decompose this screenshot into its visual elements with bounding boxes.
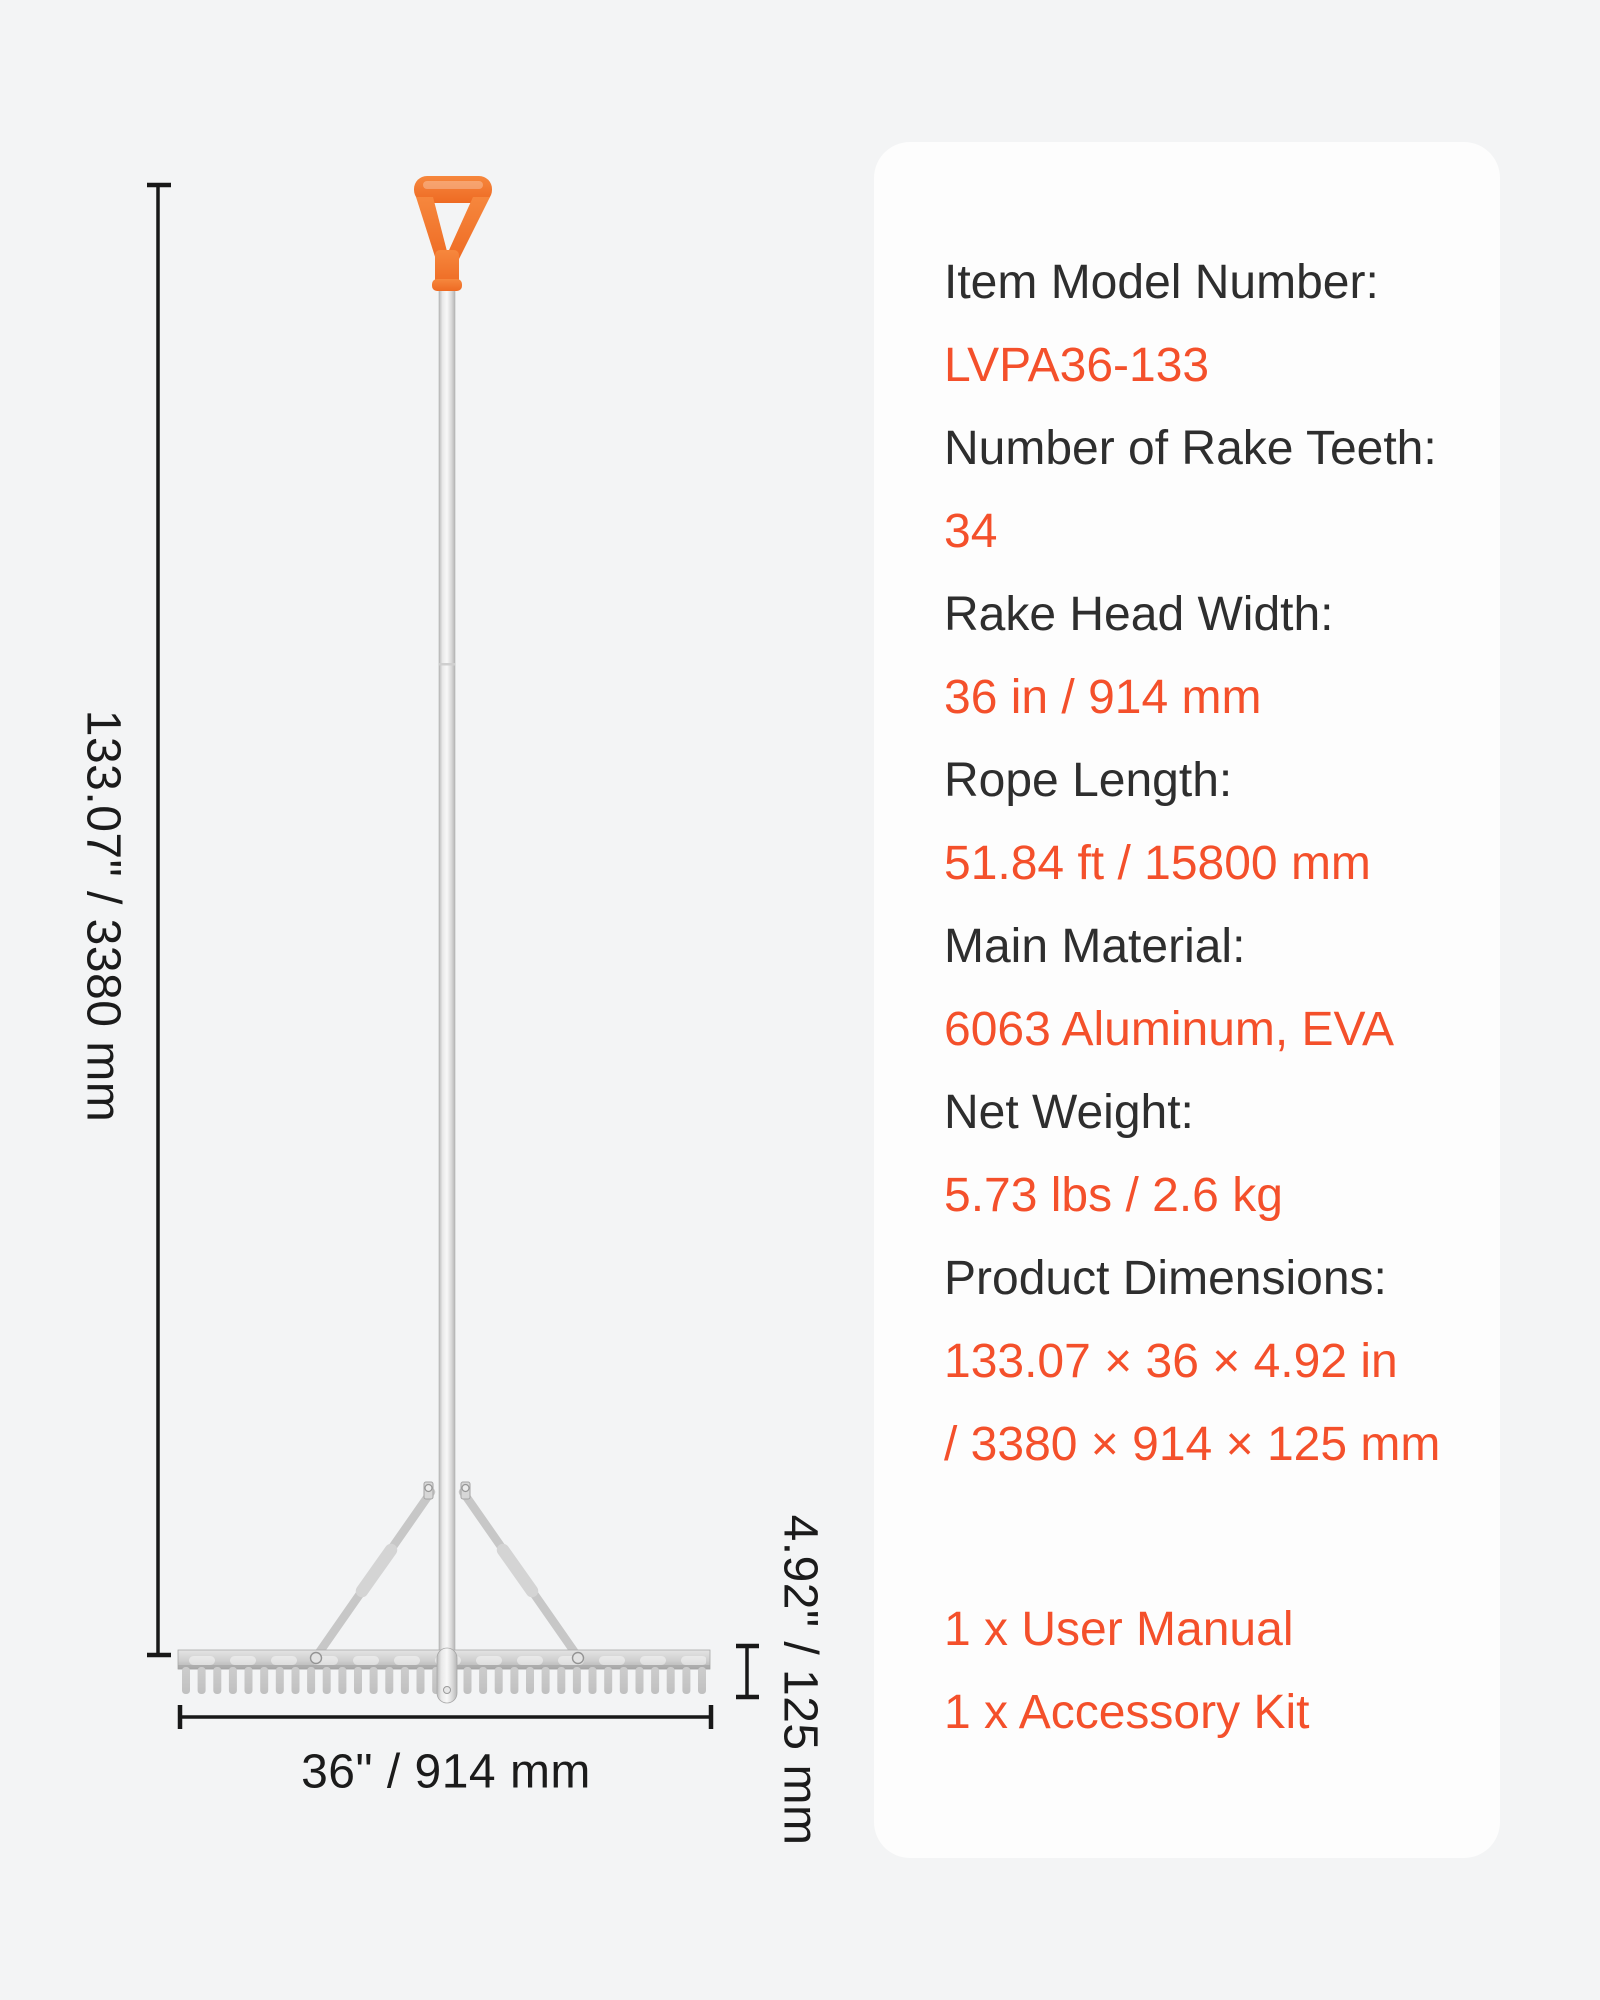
spec-value: 51.84 ft / 15800 mm: [944, 837, 1371, 890]
spec-label: Rake Head Width:: [944, 588, 1334, 641]
rake-tooth: [510, 1667, 519, 1694]
spec-label: Rope Length:: [944, 754, 1233, 807]
rake-tooth: [260, 1667, 269, 1694]
spec-value: 34: [944, 505, 998, 558]
spec-value: / 3380 × 914 × 125 mm: [944, 1418, 1441, 1471]
spec-row-head-width: Rake Head Width: 36 in / 914 mm: [944, 573, 1460, 739]
package-includes-list: 1 x User Manual 1 x Accessory Kit: [944, 1588, 1460, 1754]
width-dimension-label: 36" / 914 mm: [301, 1745, 591, 1799]
spec-row-teeth: Number of Rake Teeth: 34: [944, 407, 1460, 573]
spec-label: Item Model Number:: [944, 256, 1379, 309]
spec-label: Number of Rake Teeth:: [944, 422, 1437, 475]
spec-label: Net Weight:: [944, 1086, 1194, 1139]
pole-joint-seam: [439, 663, 455, 666]
height-dimension-line: [147, 182, 171, 1658]
width-dimension-line: [177, 1705, 714, 1729]
spec-label: Main Material:: [944, 920, 1246, 973]
brace-screw-left: [309, 1651, 323, 1665]
rake-tooth: [494, 1667, 503, 1694]
include-item-user-manual: 1 x User Manual: [944, 1603, 1294, 1656]
rake-tooth: [291, 1667, 300, 1694]
spec-row-model: Item Model Number: LVPA36-133: [944, 241, 1460, 407]
spec-row-rope-length: Rope Length: 51.84 ft / 15800 mm: [944, 739, 1460, 905]
head-height-dimension-label: 4.92" / 125 mm: [773, 1514, 827, 1846]
rake-tooth: [275, 1667, 284, 1694]
spec-value: 6063 Aluminum, EVA: [944, 1003, 1395, 1056]
rake-tooth: [604, 1667, 613, 1694]
spec-label: Product Dimensions:: [944, 1252, 1387, 1305]
rake-tooth: [588, 1667, 597, 1694]
height-dimension-label: 133.07" / 3380 mm: [76, 709, 130, 1123]
rake-tooth: [244, 1667, 253, 1694]
rake-tooth: [666, 1667, 675, 1694]
rake-tooth: [557, 1667, 566, 1694]
rake-tooth: [682, 1667, 691, 1694]
rake-tooth: [416, 1667, 425, 1694]
rake-tooth: [619, 1667, 628, 1694]
rake-tooth: [197, 1667, 206, 1694]
rake-tooth: [698, 1667, 706, 1694]
brace-screw-right: [571, 1651, 585, 1665]
handle-highlight: [423, 181, 483, 189]
rake-tooth: [354, 1667, 362, 1694]
rake-tooth: [369, 1667, 378, 1694]
rake-tooth: [338, 1667, 347, 1694]
spec-value: 133.07 × 36 × 4.92 in: [944, 1335, 1398, 1388]
rake-tooth: [651, 1667, 660, 1694]
spec-value: 5.73 lbs / 2.6 kg: [944, 1169, 1283, 1222]
rake-pole: [438, 281, 456, 1703]
spec-card: Item Model Number: LVPA36-133 Number of …: [874, 142, 1500, 1858]
pole-end-cap: [436, 1647, 458, 1704]
rake-tooth: [322, 1667, 331, 1694]
include-item-accessory-kit: 1 x Accessory Kit: [944, 1686, 1310, 1739]
rake-tooth: [307, 1667, 316, 1694]
rake-tooth: [463, 1667, 472, 1694]
spec-row-weight: Net Weight: 5.73 lbs / 2.6 kg: [944, 1071, 1460, 1237]
rake-teeth: [182, 1667, 706, 1694]
rake-drawing: [147, 176, 759, 1729]
rake-tooth: [182, 1667, 190, 1694]
head-height-dimension-line: [736, 1643, 759, 1700]
spec-row-material: Main Material: 6063 Aluminum, EVA: [944, 905, 1460, 1071]
rake-tooth: [526, 1667, 534, 1694]
rake-tooth: [400, 1667, 409, 1694]
rake-tooth: [228, 1667, 237, 1694]
rake-head: [177, 1647, 711, 1704]
rake-tooth: [479, 1667, 488, 1694]
rake-tooth: [572, 1667, 581, 1694]
rake-tooth: [385, 1667, 394, 1694]
rake-tooth: [541, 1667, 550, 1694]
rake-tooth: [213, 1667, 222, 1694]
spec-value: LVPA36-133: [944, 339, 1210, 392]
rake-handle: [414, 176, 492, 291]
rake-braces: [311, 1481, 583, 1662]
rake-tooth: [635, 1667, 644, 1694]
spec-row-dimensions: Product Dimensions: 133.07 × 36 × 4.92 i…: [944, 1237, 1460, 1486]
spec-value: 36 in / 914 mm: [944, 671, 1262, 724]
